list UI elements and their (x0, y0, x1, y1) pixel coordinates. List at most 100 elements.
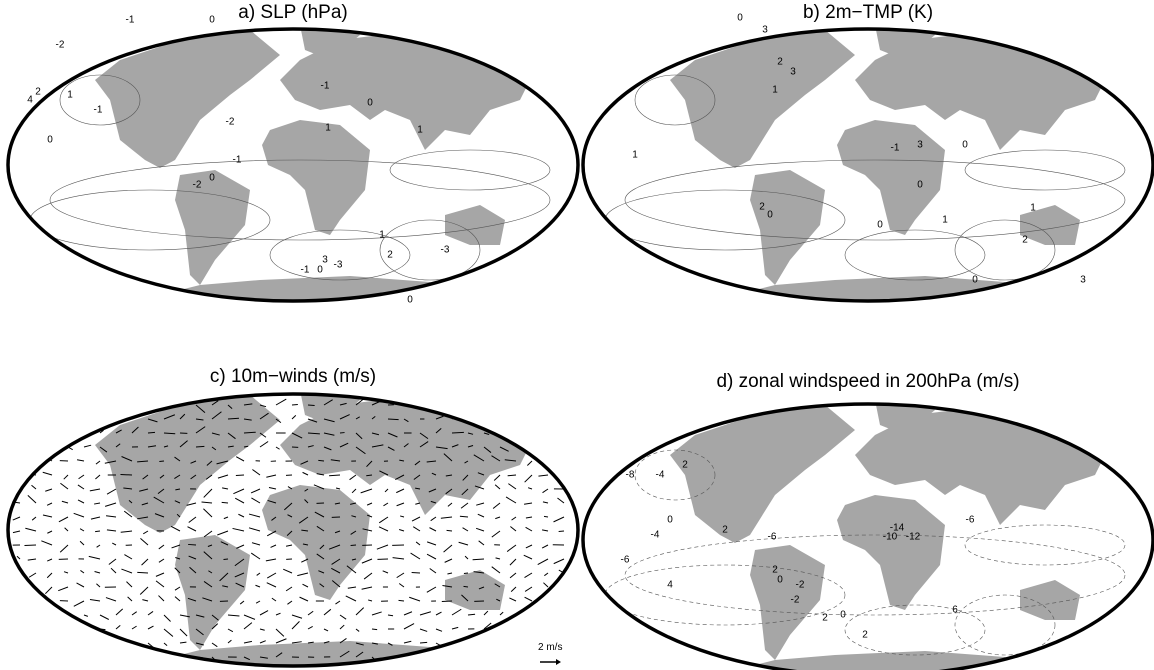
wind-vector (526, 517, 532, 518)
wind-vector (159, 545, 164, 549)
wind-vector (509, 598, 516, 601)
wind-vector (404, 657, 414, 660)
wind-vector (148, 432, 155, 433)
wind-vector (132, 654, 140, 657)
wind-vector (516, 627, 520, 629)
contour-label: -14 (890, 523, 905, 534)
wind-vector (318, 460, 324, 461)
wind-vector (43, 472, 52, 475)
wind-vector (175, 597, 180, 601)
contour-label: -1 (891, 143, 900, 154)
wind-vector (524, 503, 532, 504)
wind-vector (292, 415, 296, 419)
wind-vector (544, 516, 548, 517)
wind-vector (276, 629, 284, 636)
wind-vector (188, 527, 196, 531)
wind-vector (436, 629, 442, 631)
wind-vector (244, 623, 252, 629)
wind-vector (11, 460, 20, 461)
wind-vector (252, 470, 260, 475)
wind-vector (267, 531, 276, 536)
wind-vector (68, 398, 77, 405)
wind-vector (32, 517, 36, 520)
wind-vector (452, 432, 464, 433)
wind-vector (105, 503, 116, 506)
land (95, 30, 280, 168)
wind-vector (25, 528, 36, 531)
wind-vector (271, 545, 276, 547)
wind-vector (431, 517, 436, 521)
wind-vector (493, 503, 500, 509)
wind-vector (124, 555, 132, 559)
wind-vector (228, 640, 231, 643)
wind-vector (516, 432, 520, 433)
wind-vector (461, 503, 468, 508)
wind-vector (385, 489, 388, 492)
wind-vector (538, 475, 548, 476)
contour-label: 1 (942, 215, 948, 226)
wind-vector (52, 419, 62, 425)
contour-label: -1 (321, 81, 330, 92)
wind-vector (218, 475, 228, 478)
contour-label: 2 (759, 202, 765, 213)
wind-vector (476, 503, 484, 505)
wind-vector (303, 472, 308, 475)
wind-vector (368, 600, 372, 601)
contour-label: -2 (226, 117, 235, 128)
contour-label: 0 (840, 610, 846, 621)
wind-vector (400, 516, 404, 517)
wind-vector (430, 568, 436, 573)
wind-vector (36, 642, 43, 643)
wind-vector (532, 442, 540, 447)
wind-vector (340, 625, 344, 629)
wind-vector (20, 629, 29, 631)
wind-vector (495, 517, 500, 519)
land (175, 170, 250, 285)
wind-vector (252, 543, 260, 545)
contour-label: 2 (35, 87, 41, 98)
wind-vector (100, 402, 110, 405)
contour-label: 3 (917, 140, 923, 151)
wind-vector (427, 554, 436, 559)
wind-vector (30, 461, 36, 465)
wind-vector (543, 598, 548, 601)
scale-arrowhead (556, 659, 561, 665)
wind-vector (36, 415, 45, 419)
wind-vector (348, 587, 356, 588)
wind-vector (415, 503, 420, 504)
wind-vector (525, 475, 532, 482)
wind-vector (244, 641, 252, 643)
wind-vector (272, 598, 276, 601)
wind-vector (508, 484, 516, 489)
wind-vector (388, 615, 393, 616)
wind-vector (116, 417, 123, 419)
wind-vector (244, 615, 255, 619)
wind-vector (256, 601, 260, 603)
contour-label: 1 (772, 85, 778, 96)
wind-vector (109, 559, 116, 565)
wind-vector (495, 485, 500, 489)
wind-vector (516, 419, 521, 420)
wind-vector (510, 573, 516, 578)
wind-vector (468, 614, 475, 615)
wind-vector (251, 489, 260, 493)
wind-vector (538, 559, 548, 565)
wind-vector (388, 419, 399, 420)
wind-vector (77, 460, 84, 461)
wind-vector (79, 475, 84, 479)
wind-vector (156, 573, 164, 576)
wind-vector (84, 445, 91, 447)
wind-vector (436, 612, 442, 615)
wind-vector (500, 405, 505, 409)
wind-vector (142, 559, 148, 565)
wind-vector (80, 570, 84, 573)
wind-vector (500, 629, 507, 632)
contour-label: 0 (47, 135, 53, 146)
wind-vector (496, 558, 500, 559)
wind-vector (217, 531, 228, 535)
wind-vector (20, 419, 25, 421)
wind-vector (448, 503, 452, 506)
wind-vector (77, 583, 84, 587)
wind-vector (372, 629, 377, 630)
wind-vector (100, 615, 109, 620)
